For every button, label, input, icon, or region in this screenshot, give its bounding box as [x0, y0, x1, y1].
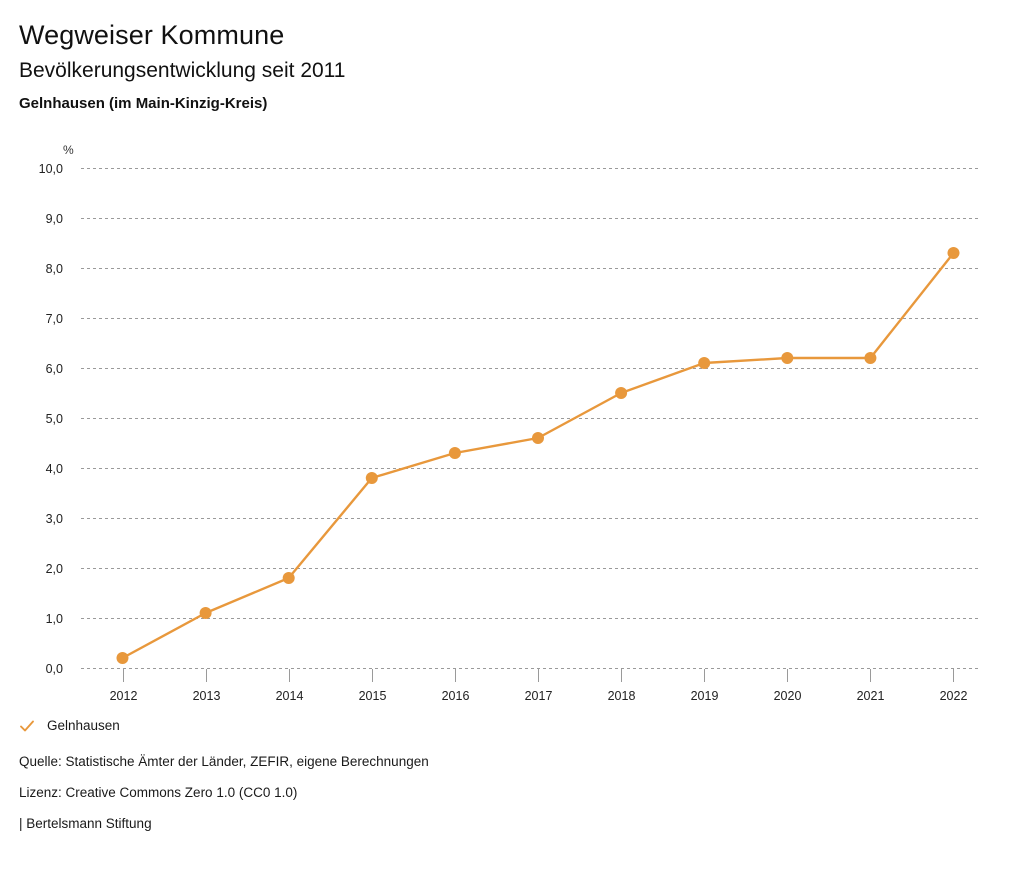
x-axis-tick-label: 2015 [359, 689, 387, 702]
data-point[interactable] [282, 572, 295, 584]
x-axis-tick-label: 2022 [940, 689, 968, 702]
y-axis-tick-label: 2,0 [46, 562, 63, 576]
y-axis-tick-label: 5,0 [46, 412, 63, 426]
x-axis-tick-labels: 2012 2013 2014 2015 2016 2017 2018 2019 2020 2021… [110, 669, 968, 702]
series-line [121, 251, 955, 660]
y-axis-tick-label: 1,0 [46, 612, 63, 626]
data-point[interactable] [448, 447, 461, 459]
x-axis-tick-label: 2021 [857, 689, 885, 702]
data-point[interactable] [947, 247, 960, 259]
x-axis-tick-label: 2020 [774, 689, 802, 702]
data-point[interactable] [365, 472, 378, 484]
y-axis-tick-label: 10,0 [39, 162, 63, 176]
legend-item-label: Gelnhausen [47, 718, 120, 733]
data-point[interactable] [698, 357, 711, 369]
location-label: Gelnhausen (im Main-Kinzig-Kreis) [19, 95, 268, 112]
data-point[interactable] [864, 352, 877, 364]
data-point[interactable] [615, 387, 628, 399]
series-gelnhausen [116, 247, 960, 664]
data-point[interactable] [199, 607, 212, 619]
y-axis-tick-labels: 0,0 1,0 2,0 3,0 4,0 5,0 6,0 7,0 8,0 9,0 10,0 [39, 162, 63, 676]
footer-publisher: | Bertelsmann Stiftung [19, 816, 152, 831]
check-icon [19, 718, 35, 734]
grid-lines [81, 168, 980, 669]
y-axis-tick-label: 4,0 [46, 462, 63, 476]
y-axis-tick-label: 9,0 [46, 212, 63, 226]
x-axis-tick-label: 2013 [193, 689, 221, 702]
x-axis-tick-label: 2017 [525, 689, 553, 702]
line-chart: % 0,0 1,0 2,0 3,0 4,0 5,0 6,0 7,0 8,0 9,0 10,0 201… [19, 132, 1004, 702]
x-axis-tick-label: 2019 [691, 689, 719, 702]
y-axis-tick-label: 3,0 [46, 512, 63, 526]
x-axis-tick-label: 2014 [276, 689, 304, 702]
page-subtitle: Bevölkerungsentwicklung seit 2011 [19, 59, 346, 82]
data-point[interactable] [116, 652, 129, 664]
x-axis-tick-label: 2018 [608, 689, 636, 702]
data-point[interactable] [532, 432, 544, 444]
y-axis-tick-label: 7,0 [46, 312, 63, 326]
chart-legend[interactable]: Gelnhausen [19, 716, 996, 736]
y-axis-tick-label: 8,0 [46, 262, 63, 276]
chart-canvas: % 0,0 1,0 2,0 3,0 4,0 5,0 6,0 7,0 8,0 9,0 10,0 201… [39, 143, 980, 702]
chart-footer: Quelle: Statistische Ämter der Länder, Z… [19, 754, 996, 832]
y-axis-tick-label: 0,0 [46, 662, 63, 676]
x-axis-tick-label: 2016 [442, 689, 470, 702]
footer-source: Quelle: Statistische Ämter der Länder, Z… [19, 754, 429, 769]
y-axis-tick-label: 6,0 [46, 362, 63, 376]
x-axis-tick-label: 2012 [110, 689, 138, 702]
footer-license: Lizenz: Creative Commons Zero 1.0 (CC0 1… [19, 785, 298, 800]
page-title: Wegweiser Kommune [19, 20, 285, 50]
y-axis-unit-label: % [63, 143, 74, 157]
data-point[interactable] [781, 352, 794, 364]
